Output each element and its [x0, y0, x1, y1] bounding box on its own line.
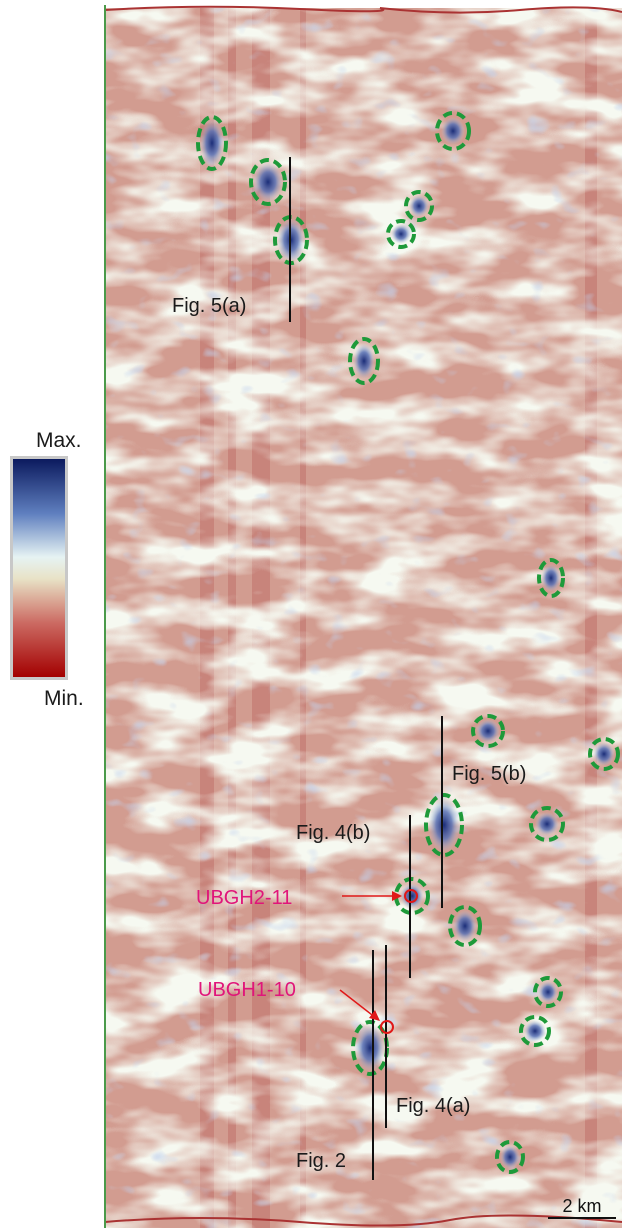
figure: Fig. 5(a) Fig. 5(b) Fig. 4(b) Fig. 4(a) … [0, 0, 622, 1228]
page: {"colorbar": {"max_label": "Max.", "min_… [0, 0, 622, 1228]
well-label: UBGH2-11 [196, 887, 292, 909]
colorbar-min: Min. [44, 687, 84, 710]
colorbar [13, 459, 65, 677]
well-label: UBGH1-10 [198, 979, 296, 1001]
section-label: Fig. 5(a) [172, 295, 246, 317]
section-label: Fig. 4(b) [296, 822, 370, 844]
section-label: Fig. 2 [296, 1150, 346, 1172]
colorbar-max: Max. [36, 429, 82, 452]
scale-label: 2 km [562, 1196, 601, 1216]
section-label: Fig. 5(b) [452, 763, 526, 785]
section-label: Fig. 4(a) [396, 1095, 470, 1117]
